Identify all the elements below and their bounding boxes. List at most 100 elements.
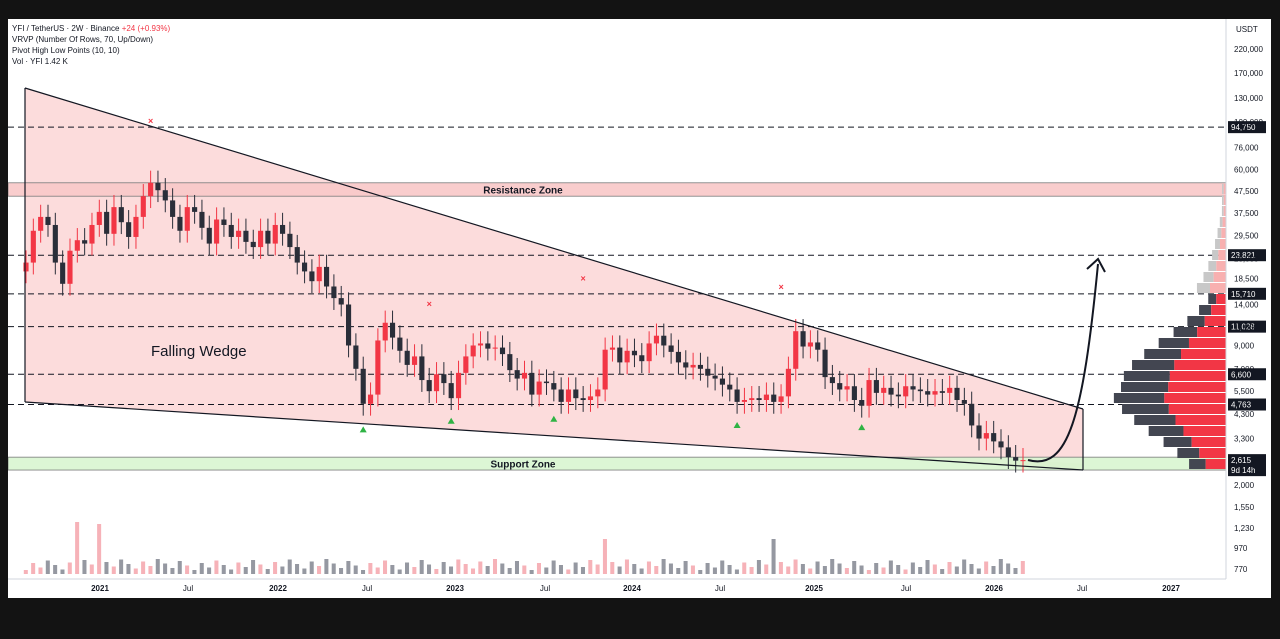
candle-body [741,400,747,402]
level-tag [1228,398,1266,411]
time-tick: Jul [715,584,725,593]
price-tick: 23,000 [1234,254,1259,263]
time-tick: Jul [540,584,550,593]
resistance-zone-label: Resistance Zone [483,185,563,196]
candle-body [646,343,652,362]
volume-bar [207,567,212,574]
price-tick: 60,000 [1234,166,1259,175]
candle-body [895,394,901,397]
price-tick: 14,000 [1234,301,1259,310]
pivot-low-marker [447,417,455,424]
volume-tick: 1,230 [1234,524,1255,533]
volume-bar [852,561,857,574]
candle-body [243,230,249,242]
price-tick: 2,000 [1234,481,1255,490]
volume-profile-bar [1223,184,1226,194]
indicator-pivot[interactable]: Pivot High Low Points (10, 10) [12,46,120,55]
volume-bar [984,561,989,574]
volume-bar [712,567,717,574]
candle-body [397,337,403,351]
last-price-label: 2,615 [1231,456,1252,465]
volume-profile-bar [1148,426,1184,436]
volume-bar [998,559,1003,574]
volume-profile-bar [1215,239,1220,249]
volume-bar [60,569,65,574]
price-chart[interactable]: Resistance Zone Support Zone 94,750 23,821 1… [8,19,1271,598]
volume-bar [119,559,124,574]
volume-bar [31,563,36,574]
volume-bar [566,569,571,574]
price-tick: 220,000 [1234,45,1263,54]
volume-bar [104,562,109,574]
level-tag [1228,368,1266,381]
volume-profile-bar [1174,360,1226,370]
candle-body [60,262,66,284]
volume-bar [368,563,373,574]
level-label: 6,600 [1231,370,1252,379]
candle-body [67,250,73,284]
candle-body [514,370,520,379]
volume-bar [126,564,131,574]
candle-body [690,364,696,368]
price-tick: 47,500 [1234,187,1259,196]
indicator-vrvp[interactable]: VRVP (Number Of Rows, 70, Up/Down) [12,35,154,44]
indicator-volume[interactable]: Vol · YFI 1.42 K [12,57,68,66]
volume-profile-bar [1208,261,1217,271]
volume-bar [529,570,534,574]
candle-body [184,207,190,231]
volume-bar [808,568,813,574]
chart-frame: YFI / TetherUS · 2W · Binance +24 (+0.93… [8,19,1271,598]
volume-profile-bar [1222,184,1224,194]
price-tick: 3,300 [1234,435,1255,444]
candle-body [294,247,300,263]
candle-body [734,389,740,402]
volume-bar [925,560,930,574]
candle-body [96,211,102,225]
volume-bar [133,568,138,574]
volume-bar [485,566,490,574]
level-label: 15,710 [1231,290,1256,299]
candle-body [287,233,293,248]
volume-bar [302,568,307,574]
volume-profile-bar [1175,415,1226,425]
volume-bar [346,561,351,574]
candle-body [258,230,264,248]
candle-body [844,386,850,390]
volume-bar [23,570,28,574]
candle-body [800,331,806,347]
volume-bar [185,565,190,574]
candle-body [30,230,36,263]
time-tick: 2022 [269,584,287,593]
volume-bar [287,559,292,574]
price-tick: 29,500 [1234,231,1259,240]
candle-body [133,216,139,237]
price-unit: USDT [1236,25,1258,34]
volume-bar [258,564,263,574]
candle-body [1020,460,1026,462]
candle-body [668,345,674,352]
candle-body [111,207,117,234]
volume-profile-bar [1221,228,1226,238]
candle-body [763,394,769,401]
volume-bar [214,560,219,574]
symbol-label[interactable]: YFI / TetherUS · 2W · Binance [12,24,120,33]
candle-body [829,377,835,384]
candle-body [749,398,755,401]
candle-body [236,230,242,237]
resistance-zone [8,182,1227,197]
volume-bar [778,562,783,574]
volume-profile-bar [1144,349,1182,359]
candle-body [448,383,454,399]
volume-bar [749,567,754,574]
volume-bar [844,568,849,574]
candle-body [925,391,931,395]
volume-profile-bar [1223,206,1226,216]
volume-profile-bar [1199,448,1226,458]
volume-profile-bar [1213,272,1226,282]
candle-body [492,347,498,349]
volume-bar [1020,561,1025,574]
candle-body [419,356,425,381]
price-change: +24 (+0.93%) [121,24,171,33]
volume-bar [991,566,996,574]
level-label: 4,763 [1231,401,1252,410]
